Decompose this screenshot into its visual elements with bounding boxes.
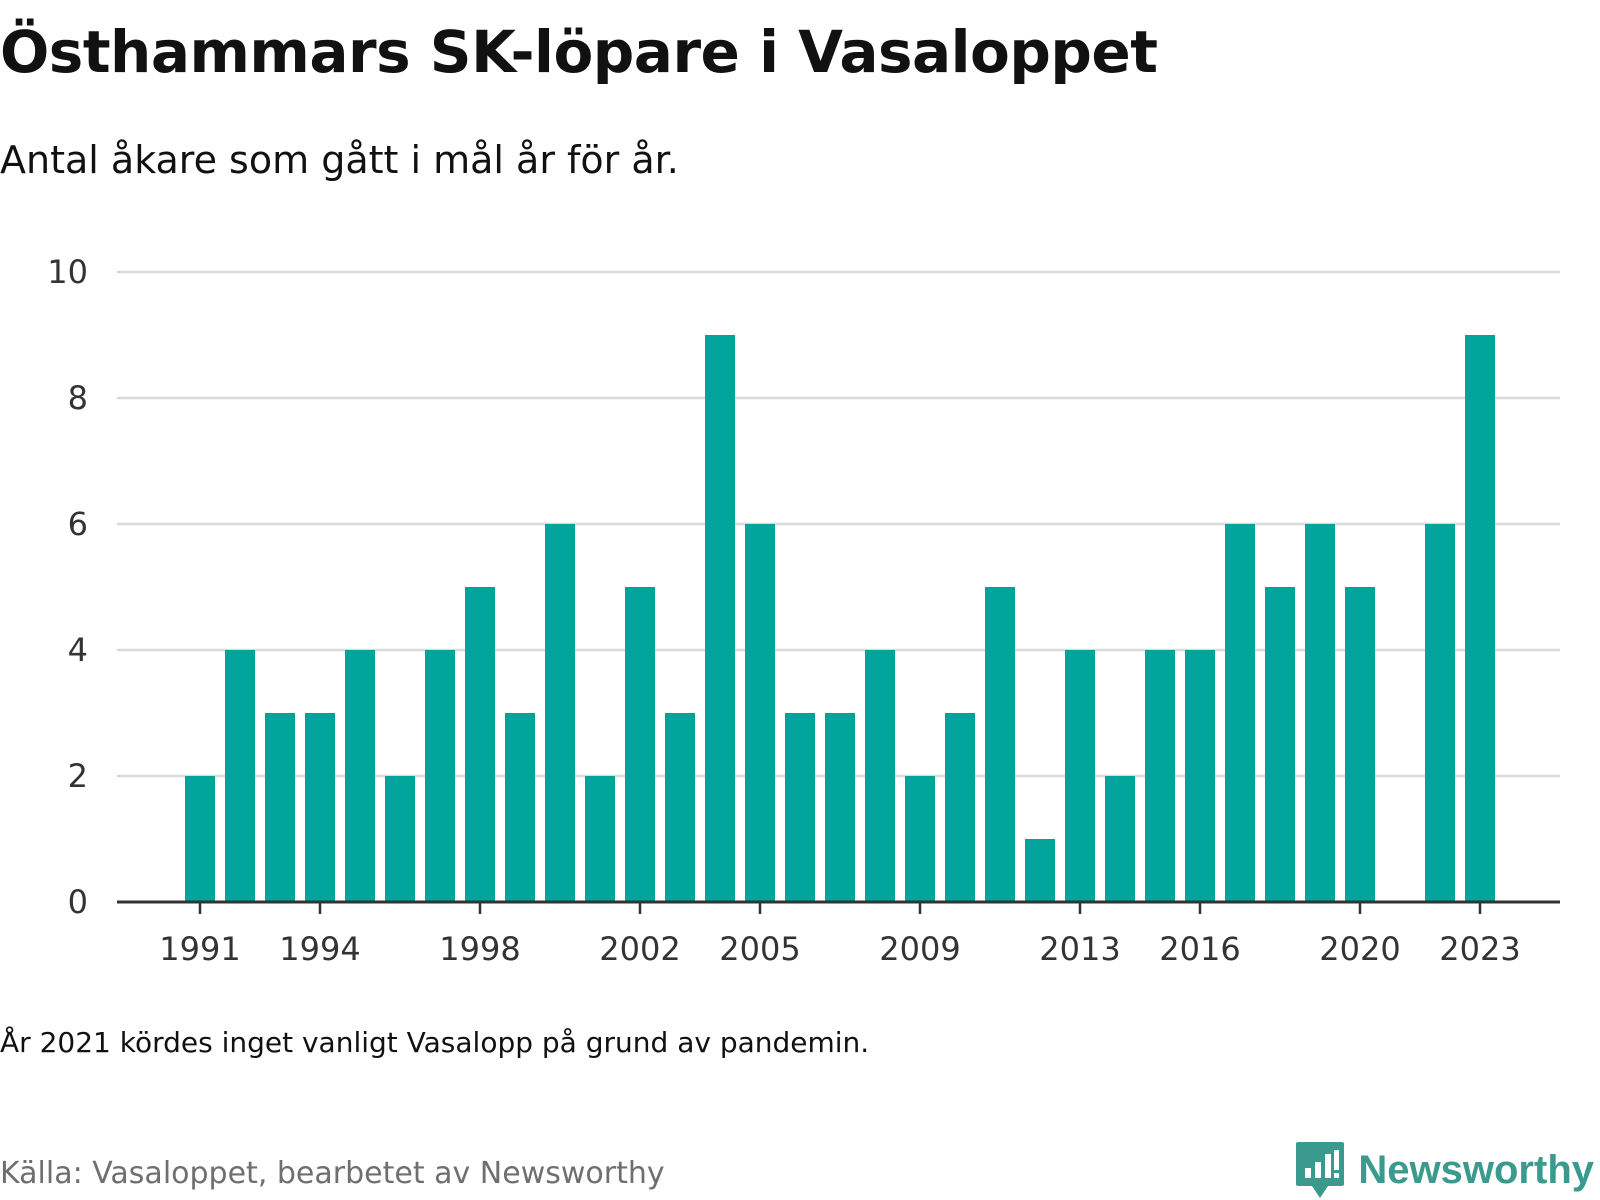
bar-2023 [1465,335,1495,902]
chart-title: Östhammars SK-löpare i Vasaloppet [0,18,1158,86]
bar-2019 [1305,524,1335,902]
bar-2009 [905,776,935,902]
bar-2004 [705,335,735,902]
y-tick-label: 2 [68,757,88,795]
bar-2002 [625,587,655,902]
x-tick-label: 2023 [1439,930,1520,968]
bar-1997 [425,650,455,902]
bar-1998 [465,587,495,902]
bar-2014 [1105,776,1135,902]
bar-1999 [505,713,535,902]
bar-2011 [985,587,1015,902]
y-tick-label: 4 [68,631,88,669]
x-axis [117,900,1560,914]
bar-1993 [265,713,295,902]
bar-2015 [1145,650,1175,902]
x-tick-label: 2016 [1159,930,1240,968]
bar-1995 [345,650,375,902]
bar-2005 [745,524,775,902]
bars [185,335,1495,902]
x-tick-label: 1991 [159,930,240,968]
bar-2001 [585,776,615,902]
bar-2012 [1025,839,1055,902]
y-tick-label: 10 [47,253,88,291]
y-tick-label: 0 [68,883,88,921]
brand-logo: Newsworthy [1294,1140,1594,1200]
y-tick-label: 8 [68,379,88,417]
x-tick-label: 2002 [599,930,680,968]
x-tick-label: 1994 [279,930,360,968]
chart-subtitle: Antal åkare som gått i mål år för år. [0,138,679,182]
footnote: År 2021 kördes inget vanligt Vasalopp på… [0,1026,870,1059]
bar-2018 [1265,587,1295,902]
x-tick-label: 1998 [439,930,520,968]
source-text: Källa: Vasaloppet, bearbetet av Newswort… [0,1156,665,1191]
bar-2010 [945,713,975,902]
bar-2016 [1185,650,1215,902]
y-tick-label: 6 [68,505,88,543]
bar-2006 [785,713,815,902]
bar-1992 [225,650,255,902]
bar-2013 [1065,650,1095,902]
x-tick-labels: 1991 1994 1998 2002 2005 2009 2013 2016 2020 2023 [159,930,1520,968]
y-tick-labels: 0 2 4 6 8 10 [47,253,88,921]
x-tick-label: 2005 [719,930,800,968]
bar-1996 [385,776,415,902]
bar-1994 [305,713,335,902]
bar-2003 [665,713,695,902]
bar-2017 [1225,524,1255,902]
gridlines [117,270,1560,778]
x-tick-label: 2009 [879,930,960,968]
x-tick-label: 2020 [1319,930,1400,968]
brand-name: Newsworthy [1358,1147,1594,1192]
bar-2022 [1425,524,1455,902]
bar-2007 [825,713,855,902]
x-tick-label: 2013 [1039,930,1120,968]
newsworthy-logo-icon [1296,1142,1345,1198]
bar-1991 [185,776,215,902]
bar-2020 [1345,587,1375,902]
bar-chart: 0 2 4 6 8 10 1991 1994 1998 2002 2005 2009 2013 2016… [47,253,1560,968]
bar-2000 [545,524,575,902]
bar-2008 [865,650,895,902]
